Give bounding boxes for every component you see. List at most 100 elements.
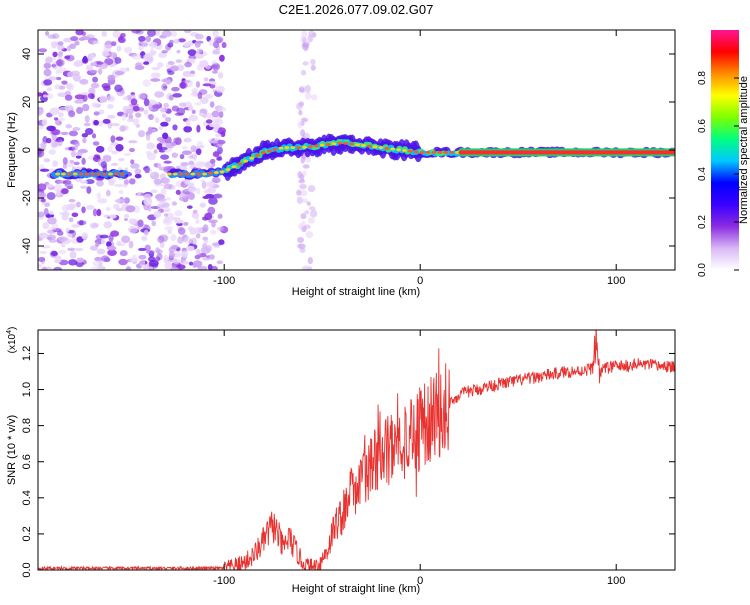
spectrogram-noise-blob [183, 125, 193, 133]
spectrogram-noise-blob [43, 62, 52, 69]
spectrogram-x-label: Height of straight line (km) [292, 286, 420, 298]
spectrogram-noise-blob [148, 266, 154, 270]
spectrogram-ridge-blob [172, 172, 178, 176]
spectrogram-noise-blob [38, 125, 44, 130]
spectrogram-noise-blob [46, 93, 54, 100]
spectrogram-noise-blob [123, 197, 130, 204]
spectrogram-noise-blob [174, 209, 183, 217]
spectrogram-noise-blob [194, 254, 201, 260]
spectrogram-noise-blob [48, 226, 57, 231]
spectrogram-noise-blob [149, 50, 155, 57]
spectrogram-noise-blob [181, 150, 192, 156]
spectrogram-noise-blob [99, 234, 109, 239]
spectrogram-ridge-blob [260, 150, 266, 154]
spectrogram-noise-blob [310, 94, 318, 101]
spectrogram-noise-blob [96, 180, 104, 187]
spectrogram-noise-blob [52, 141, 58, 148]
colorbar-gradient [711, 30, 739, 270]
spectrogram-carrier-core [459, 150, 675, 155]
spectrogram-noise-blob [214, 118, 224, 126]
spectrogram-noise-blob [110, 230, 120, 237]
spectrogram-noise-blob [64, 183, 74, 188]
spectrogram-noise-blob [74, 40, 80, 46]
spectrogram-noise-blob [135, 112, 142, 118]
spectrogram-noise-cloud [38, 30, 318, 270]
spectrogram-noise-blob [210, 158, 216, 164]
spectrogram-noise-blob [41, 119, 48, 126]
spectrogram-noise-blob [64, 94, 73, 101]
spectrogram-noise-blob [142, 53, 153, 62]
spectrogram-noise-blob [161, 50, 168, 54]
spectrogram-noise-blob [99, 95, 107, 104]
spectrogram-noise-blob [107, 145, 114, 153]
snr-background [38, 330, 675, 570]
spectrogram-noise-blob [212, 151, 220, 158]
spectrogram-noise-blob [308, 30, 315, 38]
spectrogram-noise-blob [128, 178, 136, 185]
snr-multiplier: (x104) [6, 327, 18, 354]
spectrogram-noise-blob [308, 206, 316, 211]
spectrogram-noise-blob [192, 260, 203, 268]
spectrogram-noise-blob [167, 229, 173, 235]
spectrogram-noise-blob [218, 239, 225, 246]
spectrogram-noise-blob [58, 117, 66, 122]
spectrogram-noise-blob [178, 38, 186, 43]
spectrogram-noise-blob [164, 207, 172, 213]
spectrogram-noise-blob [161, 113, 167, 118]
spectrogram-noise-blob [45, 31, 50, 36]
spectrogram-noise-blob [176, 49, 181, 54]
spectrogram-noise-blob [298, 222, 303, 230]
spectrogram-noise-blob [137, 191, 142, 196]
snr-x-tick-label: -100 [213, 575, 235, 587]
spectrogram-noise-blob [64, 104, 74, 111]
spectrogram-ridge-blob [190, 172, 196, 176]
snr-x-ticks: -100 0 100 [213, 330, 625, 587]
spectrogram-noise-blob [132, 105, 140, 112]
spectrogram-noise-blob [53, 184, 63, 192]
spectrogram-noise-blob [208, 197, 218, 205]
spectrogram-noise-blob [211, 265, 218, 270]
spectrogram-noise-blob [43, 68, 52, 77]
spectrogram-noise-blob [68, 130, 79, 137]
spectrogram-noise-blob [44, 57, 53, 64]
spectrogram-ridge-blob [396, 148, 402, 152]
spectrogram-noise-blob [148, 41, 158, 48]
spectrogram-noise-blob [150, 78, 161, 82]
spectrogram-noise-blob [210, 64, 218, 69]
spectrogram-noise-blob [43, 158, 51, 163]
spectrogram-noise-blob [145, 35, 152, 43]
spectrogram-noise-blob [116, 45, 122, 52]
spectrogram-noise-blob [55, 69, 60, 75]
spectrogram-noise-blob [143, 61, 150, 65]
spectrogram-noise-blob [96, 61, 104, 65]
spectrogram-ridge-blob [413, 150, 419, 154]
spectrogram-noise-blob [149, 172, 155, 177]
spectrogram-noise-blob [91, 133, 97, 139]
snr-y-tick-label: 0.8 [21, 418, 33, 433]
spectrogram-ridge-blob [243, 159, 249, 163]
spectrogram-noise-blob [155, 247, 160, 254]
spectrogram-noise-blob [58, 259, 69, 266]
spectrogram-noise-blob [219, 54, 225, 62]
spectrogram-y-tick-label: 0 [21, 147, 33, 153]
spectrogram-y-label: Frequency (Hz) [6, 112, 18, 188]
spectrogram-noise-blob [115, 143, 124, 152]
spectrogram-noise-blob [190, 145, 197, 153]
spectrogram-noise-blob [62, 157, 68, 165]
spectrogram-noise-blob [58, 249, 67, 255]
spectrogram-noise-blob [126, 118, 135, 123]
spectrogram-noise-blob [310, 64, 316, 71]
spectrogram-noise-blob [297, 243, 306, 250]
colorbar-tick-label: 0.4 [697, 167, 708, 181]
spectrogram-noise-blob [38, 257, 46, 263]
spectrogram-noise-blob [46, 183, 54, 188]
spectrogram-noise-blob [52, 51, 58, 58]
spectrogram-noise-blob [90, 62, 98, 67]
spectrogram-noise-blob [79, 78, 89, 85]
spectrogram-noise-blob [217, 213, 223, 219]
spectrogram-noise-blob [153, 162, 162, 169]
spectrogram-noise-blob [56, 45, 65, 51]
spectrogram-noise-blob [156, 197, 167, 202]
spectrogram-ridge-blob [119, 172, 125, 176]
